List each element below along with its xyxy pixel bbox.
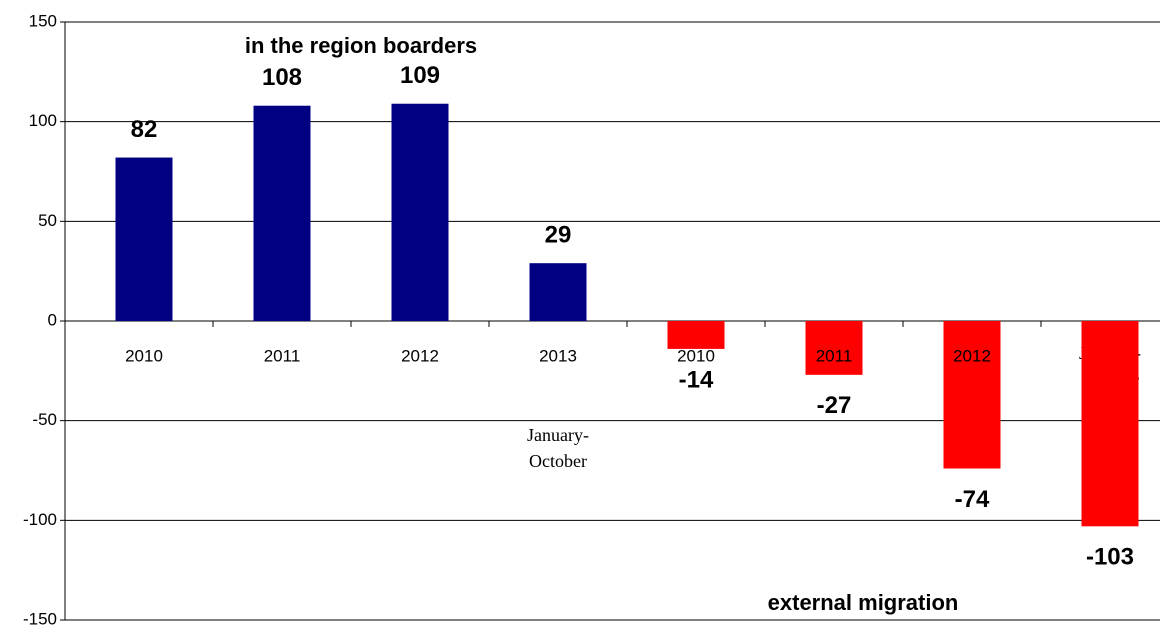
annotation: in the region boarders bbox=[245, 33, 477, 58]
value-label: 109 bbox=[400, 62, 440, 89]
value-label: -27 bbox=[817, 392, 852, 419]
value-label: -14 bbox=[679, 366, 714, 393]
x-tick-label: 2012 bbox=[953, 346, 991, 365]
x-tick-label: 2013 bbox=[539, 346, 577, 365]
value-label: 29 bbox=[545, 222, 572, 249]
annotation: October bbox=[529, 451, 587, 471]
y-tick-label: 50 bbox=[38, 211, 57, 230]
x-tick-label: 2010 bbox=[125, 346, 163, 365]
x-tick-label: 2012 bbox=[401, 346, 439, 365]
value-label: 108 bbox=[262, 64, 302, 91]
annotation: January- bbox=[527, 425, 589, 445]
y-tick-label: 100 bbox=[29, 111, 57, 130]
bar bbox=[805, 321, 863, 375]
y-tick-label: 0 bbox=[48, 310, 57, 329]
bar bbox=[529, 263, 587, 321]
value-label: -103 bbox=[1086, 544, 1134, 571]
x-tick-label: 2011 bbox=[816, 346, 853, 365]
y-tick-label: 150 bbox=[29, 11, 57, 30]
bar bbox=[943, 321, 1001, 469]
y-tick-label: -150 bbox=[23, 609, 57, 628]
value-label: -74 bbox=[955, 486, 990, 513]
y-tick-label: -50 bbox=[32, 410, 57, 429]
y-tick-label: -100 bbox=[23, 510, 57, 529]
annotation: external migration bbox=[768, 590, 959, 615]
bar bbox=[667, 321, 725, 349]
x-tick-label: 2010 bbox=[677, 346, 715, 365]
bar bbox=[1081, 321, 1139, 527]
x-tick-label: 2011 bbox=[264, 346, 301, 365]
bar bbox=[253, 105, 311, 321]
bar bbox=[391, 103, 449, 321]
value-label: 82 bbox=[131, 116, 158, 143]
bar bbox=[115, 157, 173, 321]
